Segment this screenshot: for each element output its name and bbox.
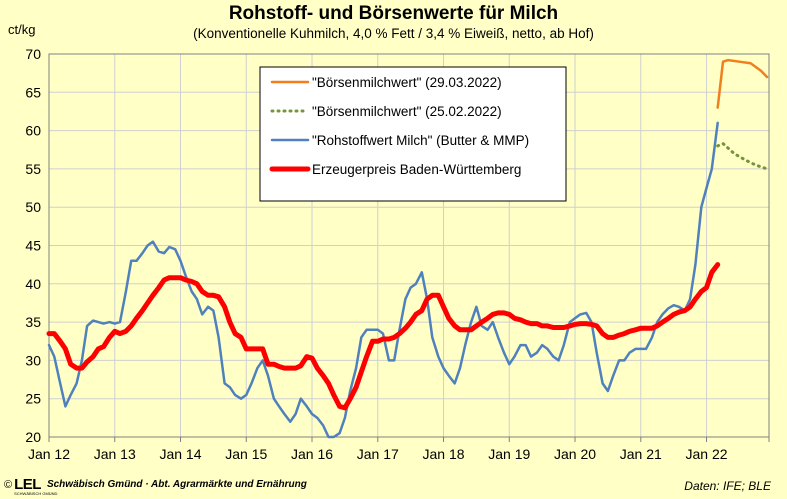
- series-line-0: [716, 58, 769, 109]
- data-source: Daten: IFE; BLE: [684, 479, 771, 493]
- y-tick-label: 45: [25, 238, 41, 254]
- tick-labels: 20 25 30 35 40 45 50 55 60 65 70 Jan 12 Jan 13 Jan 14…: [25, 46, 727, 462]
- y-tick-label: 30: [25, 352, 41, 368]
- x-tick-label: Jan 19: [488, 446, 530, 462]
- y-tick-label: 50: [25, 199, 41, 215]
- x-tick-label: Jan 12: [28, 446, 70, 462]
- y-tick-label: 55: [25, 161, 41, 177]
- organisation-name: Schwäbisch Gmünd · Abt. Agrarmärkte und …: [46, 479, 307, 490]
- legend-label-2: "Rohstoffwert Milch" (Butter & MMP): [312, 133, 529, 148]
- series-group: [46, 58, 769, 439]
- x-tick-label: Jan 22: [686, 446, 728, 462]
- y-tick-label: 25: [25, 391, 41, 407]
- y-tick-label: 60: [25, 123, 41, 139]
- lel-logo-subtext: SCHWÄBISCH GMÜND: [14, 491, 58, 496]
- lel-logo-text: LEL: [14, 476, 41, 493]
- legend-label-3: Erzeugerpreis Baden-Württemberg: [312, 162, 521, 177]
- series-line-2: [47, 121, 719, 439]
- x-tick-label: Jan 14: [159, 446, 201, 462]
- series-line-3: [46, 262, 721, 411]
- x-tick-label: Jan 18: [422, 446, 464, 462]
- lel-logo: LEL SCHWÄBISCH GMÜND: [14, 476, 57, 496]
- grid-lines: [49, 53, 769, 437]
- chart-axes: [48, 53, 770, 442]
- legend-label-0: "Börsenmilchwert" (29.03.2022): [312, 75, 502, 90]
- y-tick-label: 70: [25, 46, 41, 62]
- plot-area-border: [48, 53, 770, 438]
- y-tick-label: 20: [25, 429, 41, 445]
- legend: "Börsenmilchwert" (29.03.2022) "Börsenmil…: [259, 66, 567, 202]
- y-axis-unit-label: ct/kg: [8, 22, 36, 37]
- footer-organisation: © LEL SCHWÄBISCH GMÜND Schwäbisch Gmünd ·…: [4, 476, 307, 496]
- series-line-1: [716, 142, 769, 171]
- x-tick-label: Jan 16: [291, 446, 333, 462]
- x-tick-label: Jan 15: [225, 446, 267, 462]
- y-tick-label: 35: [25, 314, 41, 330]
- x-tick-label: Jan 21: [620, 446, 662, 462]
- x-tick-label: Jan 20: [554, 446, 596, 462]
- y-tick-label: 65: [25, 84, 41, 100]
- y-tick-label: 40: [25, 276, 41, 292]
- chart-title: Rohstoff- und Börsenwerte für Milch: [228, 3, 559, 24]
- chart-subtitle: (Konventionelle Kuhmilch, 4,0 % Fett / 3…: [193, 26, 594, 41]
- x-tick-label: Jan 13: [94, 446, 136, 462]
- x-tick-label: Jan 17: [357, 446, 399, 462]
- copyright-symbol: ©: [4, 478, 13, 491]
- legend-box: [259, 66, 567, 202]
- legend-label-1: "Börsenmilchwert" (25.02.2022): [312, 104, 502, 119]
